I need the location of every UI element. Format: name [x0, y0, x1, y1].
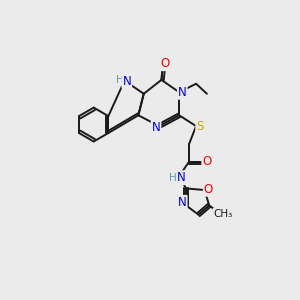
Text: CH₃: CH₃	[213, 209, 233, 219]
Text: H: H	[169, 173, 177, 183]
Text: O: O	[202, 155, 212, 168]
Text: N: N	[177, 171, 186, 184]
Text: O: O	[204, 183, 213, 196]
Text: S: S	[196, 120, 204, 134]
Text: N: N	[152, 121, 161, 134]
Text: N: N	[178, 86, 187, 99]
Text: H: H	[116, 75, 124, 85]
Text: N: N	[122, 75, 131, 88]
Text: N: N	[178, 196, 187, 209]
Text: O: O	[160, 57, 169, 70]
